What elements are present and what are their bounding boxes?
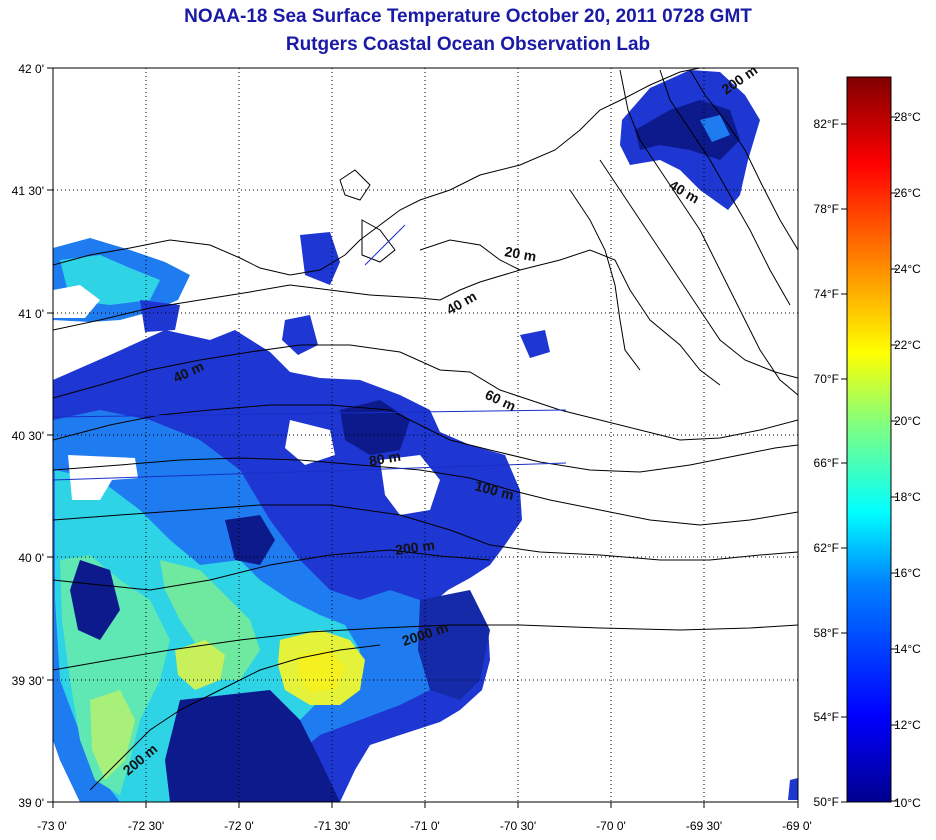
celsius-label: 16°C [894,566,921,580]
lon-label: -70 0' [596,819,626,833]
graticule [53,68,798,802]
celsius-label: 12°C [894,718,921,732]
map-ticks [47,67,799,808]
fahrenheit-label: 54°F [814,710,839,724]
fahrenheit-label: 66°F [814,456,839,470]
lon-label: -70 30' [500,819,536,833]
fahrenheit-label: 74°F [814,287,839,301]
colorbar-celsius-labels: 28°C 26°C 24°C 22°C 20°C 18°C 16°C 14°C … [894,110,921,810]
lat-label: 42 0' [18,62,44,76]
celsius-label: 22°C [894,338,921,352]
celsius-label: 28°C [894,110,921,124]
fahrenheit-label: 62°F [814,541,839,555]
fahrenheit-label: 58°F [814,626,839,640]
lon-label: -71 30' [314,819,350,833]
lon-label: -69 30' [686,819,722,833]
colorbar [846,76,892,803]
celsius-label: 14°C [894,642,921,656]
lat-label: 39 30' [12,674,44,688]
map-title: NOAA-18 Sea Surface Temperature October … [184,6,752,27]
lat-label: 41 0' [18,307,44,321]
celsius-label: 20°C [894,414,921,428]
celsius-label: 24°C [894,262,921,276]
fahrenheit-label: 78°F [814,202,839,216]
longitude-labels: -73 0' -72 30' -72 0' -71 30' -71 0' -70… [37,819,812,833]
celsius-label: 26°C [894,186,921,200]
depth-label-20m: 20 m [503,243,537,264]
sst-data-layer [53,70,798,802]
lon-label: -71 0' [410,819,440,833]
fahrenheit-label: 50°F [814,795,839,809]
fahrenheit-label: 70°F [814,372,839,386]
depth-label-80m: 80 m [368,448,402,469]
lon-label: -72 30' [128,819,164,833]
celsius-label: 10°C [894,796,921,810]
lat-label: 39 0' [18,796,44,810]
bathymetry-contours [53,68,798,791]
lat-label: 40 0' [18,551,44,565]
latitude-labels: 42 0' 41 30' 41 0' 40 30' 40 0' 39 30' 3… [12,62,44,810]
transect-lines [52,224,567,481]
lon-label: -73 0' [37,819,67,833]
depth-label-60m: 60 m [483,386,519,414]
lat-label: 40 30' [12,429,44,443]
lon-label: -72 0' [224,819,254,833]
lat-label: 41 30' [12,184,44,198]
lon-label: -69 0' [782,819,812,833]
colorbar-ticks [841,116,897,803]
celsius-label: 18°C [894,490,921,504]
colorbar-fahrenheit-labels: 82°F 78°F 74°F 70°F 66°F 62°F 58°F 54°F … [814,117,839,809]
map-subtitle: Rutgers Coastal Ocean Observation Lab [285,34,651,55]
fahrenheit-label: 82°F [814,117,839,131]
